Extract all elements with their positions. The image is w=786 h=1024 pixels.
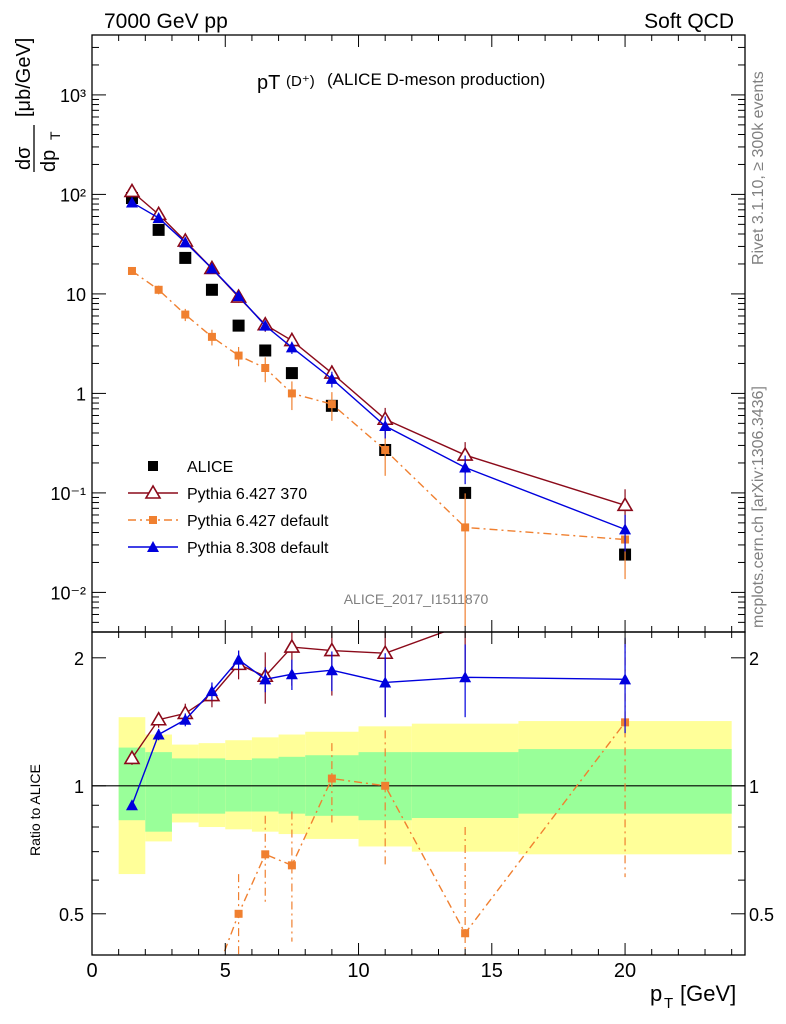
title-rest: (ALICE D-meson production) (327, 70, 545, 89)
ratio-point (461, 929, 469, 937)
x-tick-label: 10 (347, 960, 369, 982)
data-point (461, 523, 469, 531)
ratio-y-tick-label: 2 (74, 649, 84, 669)
data-point (206, 284, 218, 296)
ratio-y-tick-label-right: 2 (749, 649, 759, 669)
x-tick-label: 20 (614, 960, 636, 982)
legend-marker (149, 516, 157, 524)
data-point (381, 446, 389, 454)
main-y-tick-label: 10 (66, 285, 86, 305)
data-point (261, 364, 269, 372)
ratio-y-tick-labels-right: 0.5 1 2 (749, 649, 774, 925)
data-point (328, 400, 336, 408)
data-point (181, 311, 189, 319)
plot-title: pT (D⁺) (ALICE D-meson production) (257, 70, 545, 94)
x-tick-label: 5 (220, 960, 231, 982)
legend-label-py6-default: Pythia 6.427 default (187, 513, 329, 530)
data-point (155, 286, 163, 294)
inner-band (412, 752, 519, 818)
series-line (132, 202, 625, 529)
series-1 (125, 184, 632, 531)
ratio-point (288, 861, 296, 869)
legend-label-py8-default: Pythia 8.308 default (187, 540, 329, 557)
data-point (233, 320, 245, 332)
ratio-y-label: Ratio to ALICE (27, 764, 43, 856)
main-y-tick-label: 10² (60, 185, 86, 205)
xlabel-main: p (650, 981, 662, 1006)
ratio-y-tick-label-right: 1 (749, 777, 759, 797)
data-point (288, 389, 296, 397)
xlabel-unit: [GeV] (680, 981, 736, 1006)
title-particle: (D⁺) (286, 73, 315, 90)
data-point (179, 252, 191, 264)
series-2 (128, 267, 629, 627)
main-y-tick-label: 10⁻² (50, 583, 86, 603)
main-y-tick-label: 1 (76, 384, 86, 404)
ratio-point (261, 850, 269, 858)
ratio-y-tick-label: 1 (74, 777, 84, 797)
ratio-point (235, 910, 243, 918)
ratio-point (208, 981, 216, 989)
data-point (286, 367, 298, 379)
source-label: mcplots.cern.ch [arXiv:1306.3436] (750, 386, 767, 628)
legend-label-alice: ALICE (187, 459, 233, 476)
ratio-y-tick-label-right: 0.5 (749, 905, 774, 925)
main-y-label: dσ dp T [μb/GeV] (13, 38, 63, 172)
data-point (259, 344, 271, 356)
series-0 (126, 192, 631, 561)
inner-band (145, 752, 172, 832)
analysis-id: ALICE_2017_I1511870 (344, 591, 489, 607)
header-left: 7000 GeV pp (104, 10, 228, 33)
ratio-point (326, 664, 338, 675)
ratio-y-tick-labels-left: 0.5 1 2 (59, 649, 84, 925)
main-y-tick-label: 10⁻¹ (50, 484, 86, 504)
header-right: Soft QCD (644, 10, 734, 33)
ratio-point (233, 654, 245, 665)
ylabel-den: dp (38, 150, 60, 172)
ratio-bands (119, 717, 732, 874)
x-tick-label: 0 (86, 960, 97, 982)
ylabel-sub: T (47, 131, 63, 140)
ratio-point (381, 782, 389, 790)
legend-marker (148, 461, 158, 471)
data-point (235, 352, 243, 360)
main-y-tick-label: 10³ (60, 86, 86, 106)
ratio-point (328, 775, 336, 783)
title-main: pT (257, 72, 280, 94)
x-tick-labels: 0 5 10 15 20 (86, 960, 636, 982)
x-tick-label: 15 (481, 960, 503, 982)
ylabel-unit: [μb/GeV] (13, 38, 35, 117)
main-series (125, 184, 632, 626)
ratio-point (153, 729, 165, 740)
rivet-label: Rivet 3.1.10, ≥ 300k events (750, 71, 767, 265)
data-point (125, 184, 139, 196)
ratio-point (285, 640, 299, 652)
data-point (128, 267, 136, 275)
legend: ALICE Pythia 6.427 370 Pythia 6.427 defa… (128, 459, 329, 557)
ratio-y-tick-label: 0.5 (59, 905, 84, 925)
legend-marker (146, 486, 160, 498)
data-point (619, 523, 631, 534)
data-point (459, 462, 471, 473)
inner-band (252, 758, 279, 811)
data-point (153, 224, 165, 236)
legend-label-py6-370: Pythia 6.427 370 (187, 486, 307, 503)
data-point (208, 333, 216, 341)
x-axis-label: p T [GeV] (650, 981, 736, 1012)
chart-canvas: 7000 GeV pp Soft QCD Rivet 3.1.10, ≥ 300… (0, 0, 786, 1024)
xlabel-sub: T (664, 995, 673, 1012)
ylabel-num: dσ (13, 146, 35, 170)
